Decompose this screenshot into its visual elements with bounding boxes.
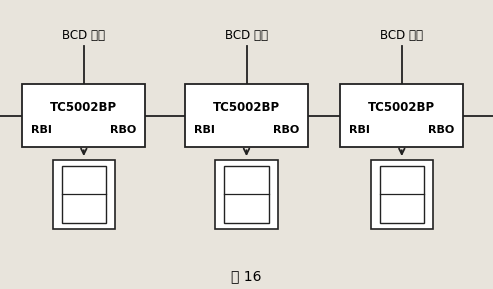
Bar [371,160,433,229]
Text: RBO: RBO [110,125,137,135]
Bar [62,166,106,223]
Text: BCD 输入: BCD 输入 [225,29,268,42]
Text: RBO: RBO [273,125,299,135]
Bar [224,166,269,223]
Bar [22,84,145,147]
Bar [53,160,115,229]
Text: BCD 输入: BCD 输入 [62,29,106,42]
Text: RBI: RBI [194,125,214,135]
Bar [215,160,278,229]
Text: RBI: RBI [349,125,370,135]
Text: TC5002BP: TC5002BP [50,101,117,114]
Text: RBO: RBO [428,125,455,135]
Bar [340,84,463,147]
Bar [380,166,424,223]
Text: BCD 输入: BCD 输入 [380,29,423,42]
Text: 图 16: 图 16 [231,269,262,283]
Text: RBI: RBI [31,125,52,135]
Text: TC5002BP: TC5002BP [213,101,280,114]
Bar [185,84,308,147]
Text: TC5002BP: TC5002BP [368,101,435,114]
